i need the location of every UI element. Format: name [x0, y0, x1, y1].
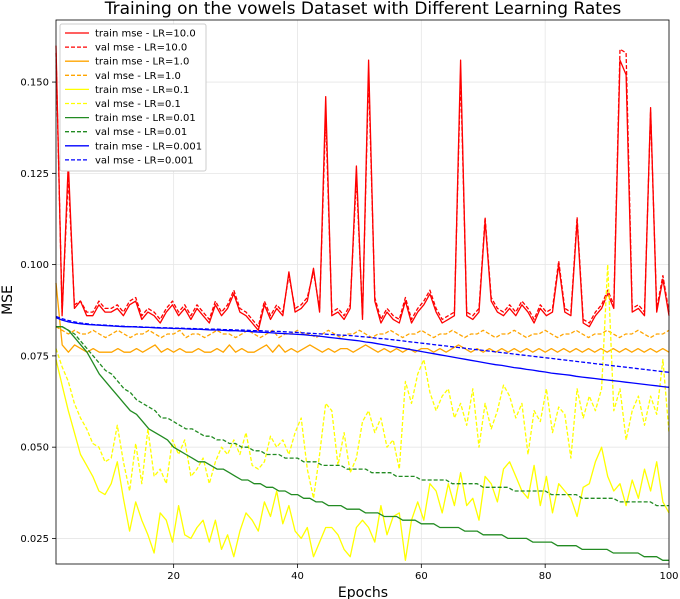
legend-label: val mse - LR=1.0 [95, 71, 181, 82]
legend-label: train mse - LR=0.1 [95, 85, 189, 96]
x-axis-label: Epochs [338, 585, 388, 599]
y-tick-label: 0.075 [20, 351, 49, 362]
y-axis-label: MSE [0, 285, 16, 315]
y-tick-label: 0.050 [20, 443, 49, 454]
legend-label: val mse - LR=0.01 [95, 127, 187, 138]
x-tick-label: 80 [539, 571, 552, 582]
grid-lines [56, 20, 670, 564]
series-line-val-mse-lr-0-1 [55, 263, 670, 499]
legend-label: val mse - LR=0.1 [95, 99, 181, 110]
x-tick-label: 20 [167, 571, 180, 582]
series-layer [55, 45, 670, 561]
legend-label: val mse - LR=0.001 [95, 155, 194, 166]
series-line-val-mse-lr-1-0 [55, 326, 670, 339]
series-line-train-mse-lr-1-0 [55, 282, 670, 353]
x-tick-label: 60 [415, 571, 428, 582]
series-line-train-mse-lr-10-0 [55, 45, 670, 331]
plot-frame [55, 19, 670, 565]
legend-label: train mse - LR=1.0 [95, 57, 189, 68]
series-line-val-mse-lr-10-0 [55, 48, 670, 328]
series-line-train-mse-lr-0-01 [56, 326, 669, 561]
legend-label: train mse - LR=10.0 [95, 29, 196, 40]
series-line-val-mse-lr-0-001 [55, 315, 670, 373]
legend-label: train mse - LR=0.01 [95, 113, 196, 124]
legend: train mse - LR=10.0 val mse - LR=10.0 trai… [59, 23, 207, 172]
x-axis-ticks: 20 40 60 80 100 [167, 564, 679, 582]
series-line-train-mse-lr-0-1 [55, 359, 670, 561]
legend-label: train mse - LR=0.001 [95, 141, 202, 152]
legend-box [59, 23, 207, 172]
legend-label: val mse - LR=10.0 [95, 43, 187, 54]
y-tick-label: 0.125 [20, 169, 49, 180]
x-tick-label: 40 [291, 571, 304, 582]
y-tick-label: 0.025 [20, 534, 49, 545]
y-axis-ticks: 0.025 0.050 0.075 0.100 0.125 0.150 [20, 78, 56, 545]
series-line-val-mse-lr-0-01 [56, 326, 669, 507]
y-tick-label: 0.150 [20, 78, 49, 89]
y-tick-label: 0.100 [20, 260, 49, 271]
x-tick-label: 100 [659, 571, 678, 582]
chart-title: Training on the vowels Dataset with Diff… [104, 0, 622, 19]
